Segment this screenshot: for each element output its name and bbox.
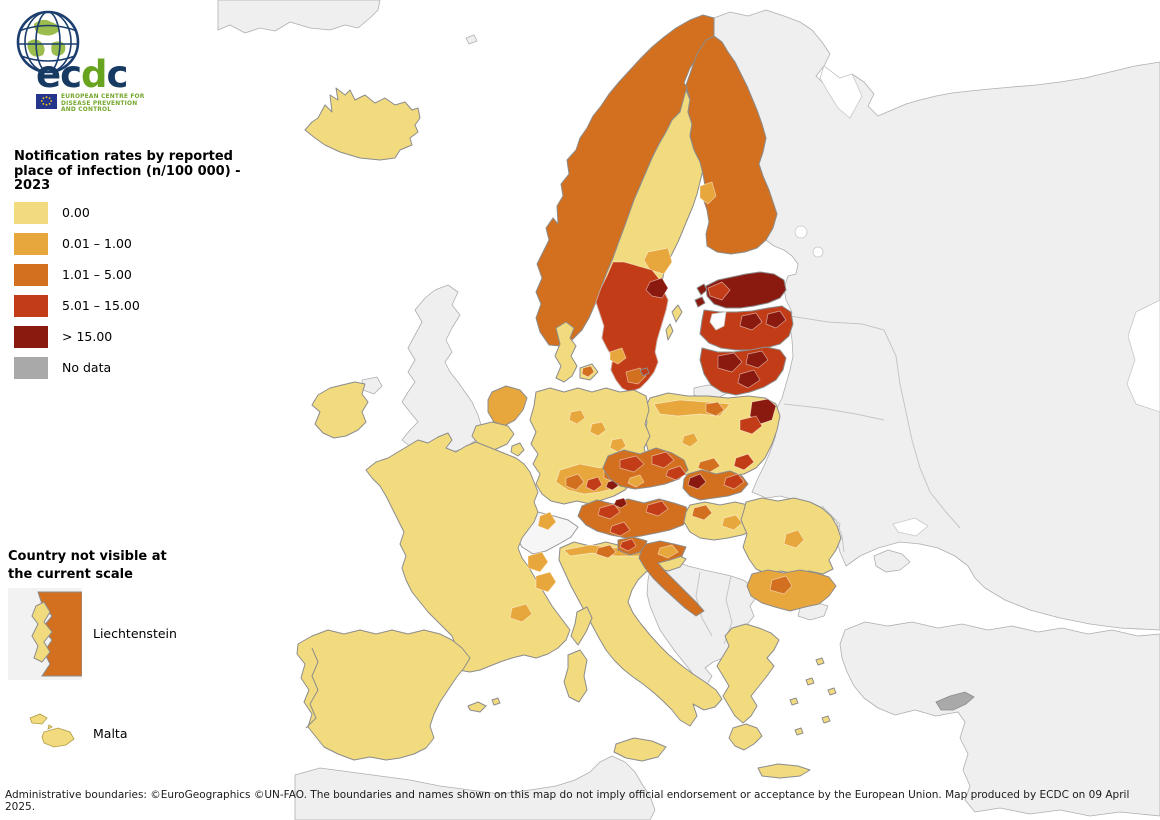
gotland [671, 304, 683, 323]
ecdc-logo: ecdc EUROPEAN CENTRE FOR DISEASE PREVENT… [12, 8, 162, 118]
bulgaria-patch [769, 575, 793, 595]
france-patches [509, 511, 557, 623]
region-austria [577, 498, 691, 539]
legend-swatch-3 [14, 294, 48, 317]
hungary-patches [691, 504, 743, 531]
region-ireland [311, 381, 369, 439]
corsica [570, 606, 593, 646]
lake-ladoga [794, 225, 808, 239]
globe-grid [18, 11, 78, 73]
menorca [491, 697, 501, 706]
slovakia-west-patch [687, 473, 707, 490]
latvia-patches [739, 310, 787, 331]
inset-legend: Country not visible at the current scale… [8, 548, 228, 748]
austria-patches [597, 497, 669, 537]
estonia-island2 [694, 296, 706, 308]
legend-item: 5.01 – 15.00 [14, 294, 246, 317]
liechtenstein-inset-map [8, 588, 83, 680]
crete [757, 763, 811, 779]
legend-item: 0.00 [14, 201, 246, 224]
legend-label-2: 1.01 – 5.00 [62, 267, 132, 283]
ecdc-globe-icon [16, 10, 80, 74]
legend-title: Notification rates by reported place of … [14, 149, 241, 194]
legend-label-3: 5.01 – 15.00 [62, 298, 140, 314]
legend-swatch-5 [14, 356, 48, 379]
legend-label-0: 0.00 [62, 205, 90, 221]
inset-title: Country not visible at the current scale [8, 549, 167, 583]
white-sea [819, 65, 863, 119]
region-luxembourg [510, 442, 525, 457]
legend-swatch-0 [14, 201, 48, 224]
croatia-patch [657, 544, 679, 559]
gulf-of-riga [709, 311, 727, 331]
non-eu-internal-borders [783, 315, 961, 553]
region-turkey-near-east [839, 621, 1160, 817]
slovenia-patch [619, 538, 637, 552]
region-netherlands [487, 385, 528, 427]
region-denmark [554, 321, 578, 383]
eu-flag-icon [36, 94, 57, 109]
ecdc-wordmark: ecdc [36, 53, 128, 96]
region-united-kingdom [401, 284, 483, 453]
region-belgium [471, 421, 515, 451]
legend-item: 0.01 – 1.00 [14, 232, 246, 255]
region-iceland [304, 87, 421, 161]
lithuania-patches [717, 350, 769, 389]
finland-patch [699, 181, 717, 205]
caspian-sea [1126, 299, 1160, 413]
region-small-island [465, 34, 478, 45]
balearic-islands [467, 701, 487, 713]
region-north-africa [294, 755, 656, 820]
sardinia [563, 649, 588, 703]
eu-countries [296, 14, 975, 779]
region-cyprus [935, 691, 975, 711]
sea-of-azov [892, 517, 929, 537]
sweden-patches [595, 247, 673, 393]
liechtenstein-label: Liechtenstein [93, 626, 177, 641]
estonia-patch [707, 281, 731, 301]
lake-onega [812, 246, 824, 258]
portugal-spain-border [305, 647, 319, 729]
non-eu-land [217, 0, 1160, 820]
map-disclaimer: Administrative boundaries: ©EuroGeograph… [5, 789, 1130, 813]
denmark-zealand-patch [581, 365, 595, 378]
estonia-island [696, 283, 708, 296]
legend-swatch-2 [14, 263, 48, 286]
malta-inset-map [22, 710, 82, 752]
region-estonia [705, 271, 787, 309]
legend-label-1: 0.01 – 1.00 [62, 236, 132, 252]
czechia-patches [619, 451, 687, 488]
legend-item: 1.01 – 5.00 [14, 263, 246, 286]
legend-label-5: No data [62, 360, 112, 376]
romania-patch [783, 529, 805, 549]
legend-item: No data [14, 356, 246, 379]
legend-item: > 15.00 [14, 325, 246, 348]
greek-islands [789, 657, 837, 736]
region-greece [716, 623, 780, 724]
region-greenland [217, 0, 381, 34]
malta-label: Malta [93, 726, 128, 741]
slovakia-east-patch [723, 473, 745, 490]
legend-swatch-1 [14, 232, 48, 255]
legend-swatch-4 [14, 325, 48, 348]
legend-label-4: > 15.00 [62, 329, 113, 345]
region-spain-portugal [296, 629, 471, 761]
bornholm [639, 367, 650, 377]
oland [665, 323, 674, 341]
ecdc-org-name: EUROPEAN CENTRE FOR DISEASE PREVENTION A… [61, 94, 145, 114]
poland-patches [653, 398, 777, 473]
peloponnese [728, 723, 763, 751]
region-bulgaria [746, 569, 837, 612]
region-croatia [638, 540, 705, 617]
sicily [613, 737, 667, 762]
region-crimea [873, 549, 911, 573]
map-legend: Notification rates by reported place of … [14, 149, 246, 388]
